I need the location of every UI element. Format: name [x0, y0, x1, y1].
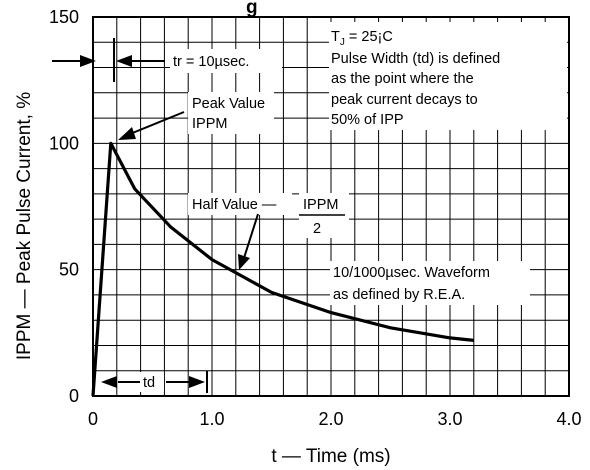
td-left-arrowhead [101, 376, 117, 388]
peak-value-arrowhead [118, 127, 136, 140]
y-tick-label: 50 [59, 260, 79, 280]
annotation-background [188, 92, 274, 134]
y-tick-label: 150 [49, 7, 79, 27]
half-value-label: Half Value — [192, 197, 277, 213]
annotation-backgrounds [136, 22, 567, 392]
half-value-numerator: IPPM [303, 197, 338, 213]
annotation-background [188, 193, 292, 215]
half-value-arrow-shaft [243, 213, 259, 259]
half-value-denominator: 2 [313, 221, 321, 237]
tj-annotation: TJ = 25¡C [331, 29, 393, 48]
peak-value-label: Peak Value [192, 96, 265, 112]
tr-left-arrowhead [80, 55, 96, 67]
half-value-arrowhead [238, 254, 250, 270]
pulse-width-line-3: peak current decays to [331, 92, 478, 108]
x-tick-label: 0 [88, 409, 98, 429]
peak-value-arrow-shaft [129, 111, 185, 135]
td-label: td [143, 375, 155, 391]
y-tick-label: 100 [49, 133, 79, 153]
annotation-background [330, 261, 530, 305]
chart-title-fragment: g [246, 0, 258, 18]
x-tick-label: 1.0 [199, 409, 224, 429]
x-tick-label: 4.0 [556, 409, 581, 429]
tr-label: tr = 10µsec. [173, 54, 249, 70]
waveform-line-1: 10/1000µsec. Waveform [333, 265, 490, 281]
peak-value-symbol: IPPM [192, 116, 227, 132]
waveform-curve [91, 141, 474, 397]
y-axis-title: IPPM — Peak Pulse Current, % [14, 92, 35, 360]
x-tick-labels: 0 1.0 2.0 3.0 4.0 [88, 409, 582, 429]
td-right-arrowhead [189, 376, 205, 388]
tj-value: = 25¡C [345, 29, 393, 45]
pulse-width-line-2: as the point where the [331, 71, 474, 87]
y-tick-labels: 0 50 100 150 [49, 7, 79, 406]
annotation-background [136, 372, 164, 392]
x-axis-title: t — Time (ms) [271, 446, 390, 467]
pulse-width-line-4: 50% of IPP [331, 112, 404, 128]
plot-frame [92, 16, 570, 397]
pulse-width-line-1: Pulse Width (td) is defined [331, 51, 500, 67]
waveform-line-2: as defined by R.E.A. [333, 287, 465, 303]
x-tick-label: 2.0 [318, 409, 343, 429]
tj-subscript: J [340, 37, 345, 48]
x-tick-label: 3.0 [437, 409, 462, 429]
annotation-background [329, 22, 567, 130]
y-tick-label: 0 [69, 386, 79, 406]
tj-t: T [331, 29, 340, 45]
annotation-background [170, 49, 282, 73]
tr-right-arrowhead [116, 55, 132, 67]
